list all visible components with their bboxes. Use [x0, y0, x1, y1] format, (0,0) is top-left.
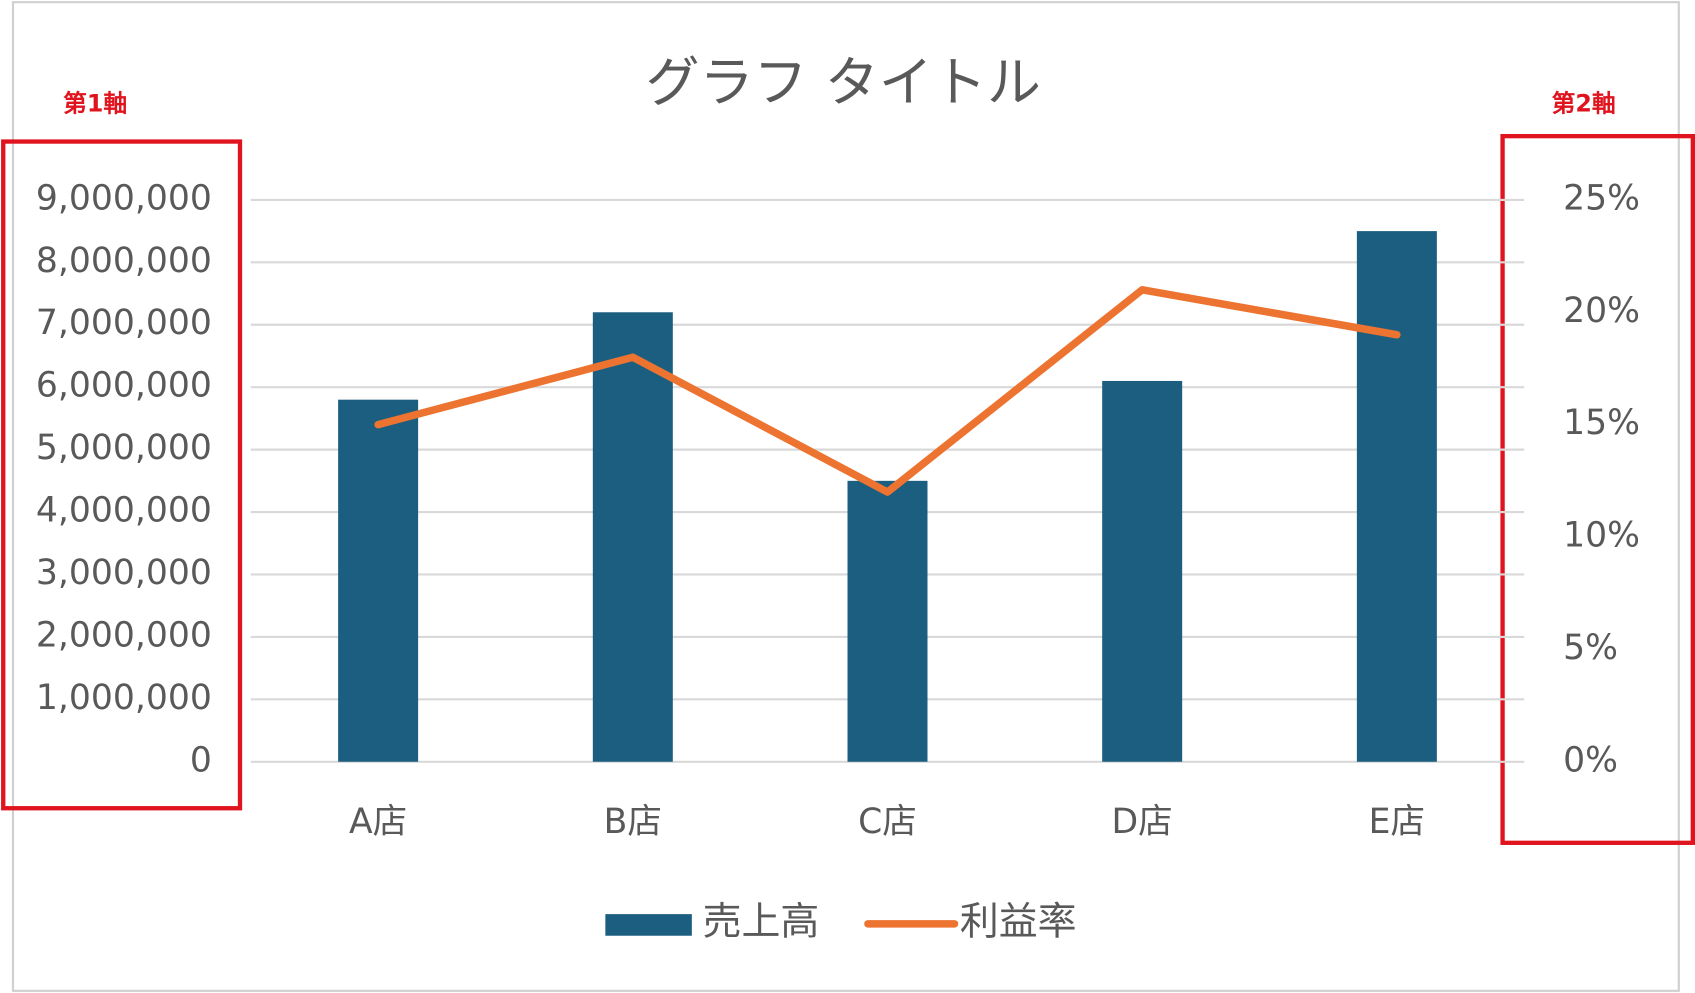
x-tick-label: A店	[349, 802, 407, 842]
bar	[338, 399, 419, 762]
bar	[847, 480, 928, 762]
highlight-box	[1, 139, 243, 811]
x-tick-label: B店	[604, 802, 662, 842]
y2-tick-label: 5%	[1563, 628, 1618, 668]
annotation: 第2軸	[1552, 89, 1616, 117]
bar	[592, 312, 673, 762]
legend-label: 利益率	[960, 899, 1077, 944]
y-tick-label: 9,000,000	[36, 178, 212, 218]
y-tick-label: 4,000,000	[36, 491, 212, 531]
y-tick-label: 8,000,000	[36, 241, 212, 281]
y2-tick-label: 20%	[1563, 291, 1640, 331]
y2-tick-label: 25%	[1563, 178, 1640, 218]
y2-tick-label: 15%	[1563, 403, 1640, 443]
highlight-box	[1500, 133, 1695, 845]
y-tick-label: 0	[190, 740, 212, 780]
legend-swatch	[605, 914, 692, 936]
y-tick-label: 3,000,000	[36, 553, 212, 593]
annotation: 第1軸	[63, 89, 127, 117]
legend-label: 売上高	[703, 899, 820, 944]
y2-tick-label: 0%	[1563, 740, 1618, 780]
chart-title: グラフ タイトル	[645, 51, 1040, 114]
x-tick-label: C店	[858, 802, 917, 842]
y2-tick-label: 10%	[1563, 516, 1640, 556]
y-tick-label: 7,000,000	[36, 303, 212, 343]
line	[374, 286, 1401, 496]
y-tick-label: 2,000,000	[36, 615, 212, 655]
x-tick-label: E店	[1369, 802, 1425, 842]
bar	[1356, 231, 1437, 762]
x-tick-label: D店	[1112, 802, 1173, 842]
y-tick-label: 5,000,000	[36, 428, 212, 468]
y-tick-label: 1,000,000	[36, 678, 212, 718]
y-tick-label: 6,000,000	[36, 366, 212, 406]
bar	[1102, 380, 1183, 762]
